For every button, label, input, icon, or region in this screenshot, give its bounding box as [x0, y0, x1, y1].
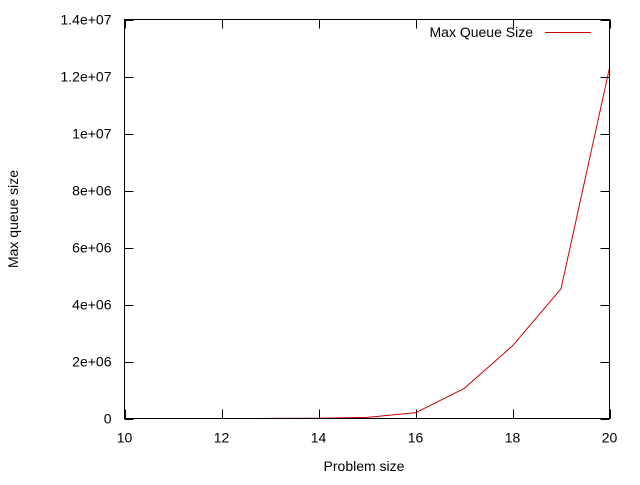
- y-tick-label: 1e+07: [72, 126, 112, 142]
- axis-tick-labels: 10 12 14 16 18 20 0 2e+06 4e+06 6e+06 8e+06 1e+07 1.…: [61, 12, 618, 446]
- axis-ticks: [124, 19, 611, 420]
- y-tick-label: 1.4e+07: [61, 12, 112, 28]
- legend-label: Max Queue Size: [430, 24, 534, 40]
- series-layer: [245, 67, 610, 419]
- y-tick-label: 0: [104, 411, 112, 427]
- x-axis-label: Problem size: [324, 458, 405, 474]
- plot-frame: [124, 19, 610, 419]
- x-tick-label: 12: [214, 430, 230, 446]
- x-tick-label: 14: [311, 430, 327, 446]
- x-tick-label: 16: [408, 430, 424, 446]
- y-tick-label: 6e+06: [72, 240, 112, 256]
- y-tick-label: 1.2e+07: [61, 69, 112, 85]
- x-tick-label: 20: [602, 430, 618, 446]
- series-line: [245, 67, 610, 419]
- y-axis-label: Max queue size: [5, 170, 21, 268]
- y-tick-label: 2e+06: [72, 354, 112, 370]
- legend: Max Queue Size: [430, 24, 591, 40]
- x-tick-label: 10: [117, 430, 133, 446]
- y-tick-label: 8e+06: [72, 183, 112, 199]
- x-tick-label: 18: [505, 430, 521, 446]
- y-tick-label: 4e+06: [72, 297, 112, 313]
